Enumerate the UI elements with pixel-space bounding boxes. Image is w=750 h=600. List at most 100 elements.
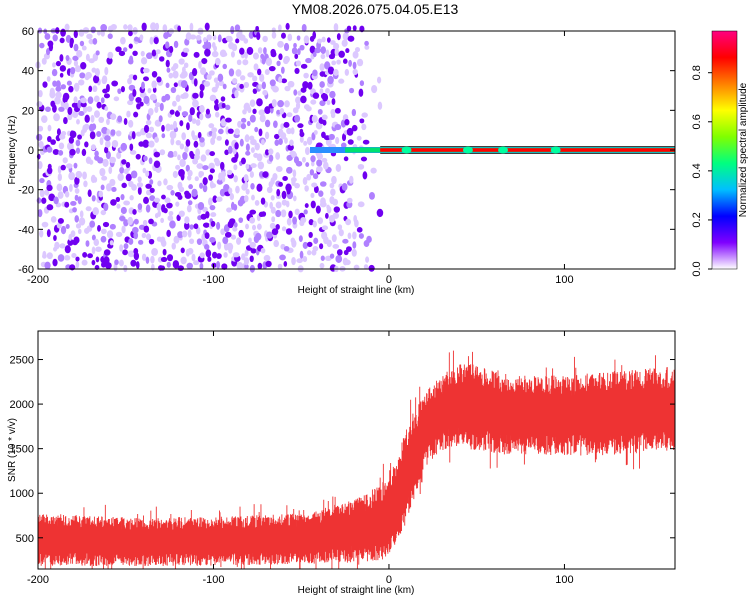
spectrogram-cell — [53, 113, 60, 122]
spectrogram-cell — [230, 51, 235, 58]
spectrogram-cell — [166, 261, 171, 268]
spectrogram-cell — [306, 250, 312, 256]
spectrogram-cell — [126, 110, 131, 118]
spectrogram-cell — [259, 73, 265, 82]
spectrogram-cell — [319, 181, 327, 187]
spectrogram-cell — [73, 30, 78, 39]
spectrogram-cell — [201, 233, 206, 242]
spectrogram-x-axis-title: Height of straight line (km) — [298, 285, 415, 296]
spectrogram-cell — [163, 178, 168, 186]
snr-y-tick-label: 500 — [16, 533, 34, 545]
spectrogram-cell — [299, 44, 305, 51]
spectrogram-cell — [251, 194, 255, 201]
spectrogram-cell — [189, 22, 194, 32]
spectrogram-cell — [346, 197, 353, 204]
spectrogram-cell — [336, 33, 341, 41]
spectrogram-cell — [87, 96, 94, 105]
spectrogram-cell — [284, 100, 290, 108]
spectrogram-cell — [36, 153, 41, 160]
spectrogram-cell — [197, 131, 202, 139]
snr-y-tick-label: 2000 — [10, 399, 34, 411]
spectrogram-cell — [283, 245, 290, 252]
spectrogram-cell — [180, 256, 187, 265]
spectrogram-cell — [133, 247, 139, 255]
spectrogram-cell — [160, 265, 166, 271]
spectrogram-cell — [55, 80, 61, 89]
spectrogram-cell — [95, 246, 102, 252]
snr-y-tick-label: 1000 — [10, 488, 34, 500]
spectrogram-cell — [335, 164, 342, 172]
spectrogram-cell — [306, 173, 312, 181]
spectrogram-cell — [261, 81, 267, 90]
spectrogram-cell — [294, 67, 300, 74]
spectrogram-cell — [179, 158, 186, 168]
spectrogram-cell — [53, 234, 57, 242]
spectrogram-cell — [154, 102, 161, 108]
spectrogram-cell — [80, 97, 87, 104]
spectrogram-cell — [199, 252, 205, 259]
spectrogram-cell — [148, 157, 153, 165]
spectrogram-cell — [220, 161, 225, 171]
spectrogram-cell — [141, 232, 147, 239]
spectrogram-cell — [268, 148, 274, 155]
spectrogram-cell — [249, 171, 254, 178]
spectrogram-cell — [286, 166, 293, 174]
spectrogram-cell — [37, 27, 43, 34]
spectrogram-cell — [244, 181, 249, 190]
spectrogram-cell — [306, 136, 313, 146]
spectrogram-cell — [234, 142, 239, 150]
spectrogram-cell — [285, 200, 290, 208]
spectrogram-cell — [91, 123, 97, 131]
spectrogram-cell — [205, 211, 210, 219]
spectrogram-cell — [65, 54, 70, 62]
spectrogram-cell — [166, 67, 171, 73]
spectrogram-cell — [368, 264, 375, 272]
spectrogram-cell — [74, 176, 80, 185]
spectrogram-cell — [234, 24, 241, 32]
spectrogram-cell — [216, 221, 221, 230]
spectrogram-cell — [82, 252, 88, 258]
spectrogram-cell — [39, 189, 45, 198]
spectrogram-cell — [289, 150, 297, 156]
spectrogram-cell — [175, 94, 181, 103]
spectrogram-cell — [309, 45, 316, 54]
spectrogram-cell — [53, 196, 59, 205]
spectrogram-cell — [180, 247, 185, 254]
spectrogram-cell — [91, 234, 96, 241]
spectrogram-cell — [234, 128, 240, 136]
spectrogram-cell — [296, 35, 301, 41]
spectrogram-cell — [87, 253, 93, 259]
spectrogram-cell — [49, 87, 55, 96]
spectrogram-cell — [143, 124, 150, 133]
spectrogram-cell — [312, 173, 319, 180]
spectrogram-cell — [271, 31, 277, 39]
spectrogram-cell — [135, 153, 141, 160]
spectrogram-cell — [75, 139, 81, 147]
spectrogram-cell — [205, 149, 211, 156]
spectrogram-cell — [140, 67, 145, 74]
spectrogram-cell — [71, 102, 79, 108]
spectrogram-cell — [149, 195, 156, 202]
spectrogram-cell — [72, 110, 79, 118]
spectrogram-cell — [262, 171, 269, 178]
spectrogram-cell — [336, 59, 341, 65]
spectrogram-cell — [249, 217, 256, 224]
spectrogram-cell — [106, 128, 111, 135]
spectrogram-cell — [187, 169, 193, 177]
spectrogram-cell — [38, 89, 43, 98]
spectrogram-cell — [361, 112, 368, 118]
spectrogram-cell — [257, 68, 262, 76]
spectrogram-cell — [148, 140, 155, 148]
spectrogram-cell — [365, 256, 370, 263]
spectrogram-cell — [143, 95, 150, 105]
spectrogram-cell — [59, 37, 65, 44]
spectrogram-cell — [321, 36, 326, 43]
spectrogram-cell — [175, 201, 180, 207]
spectrogram-cell — [214, 57, 221, 66]
spectrogram-cell — [260, 247, 266, 254]
spectrogram-cell — [253, 63, 259, 71]
spectrogram-cell — [325, 88, 330, 94]
spectrogram-cell — [132, 74, 138, 81]
spectrogram-cell — [104, 146, 109, 154]
spectrogram-cell — [68, 136, 75, 144]
